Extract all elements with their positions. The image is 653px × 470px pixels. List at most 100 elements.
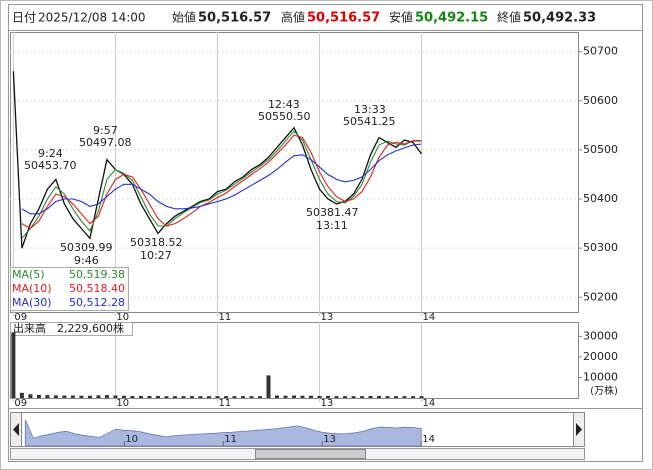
volume-bar <box>70 395 75 398</box>
volume-bar <box>377 395 382 398</box>
legend-name: MA(5) <box>12 268 45 281</box>
close-value: 50,492.33 <box>523 11 596 26</box>
volume-bar <box>394 396 399 398</box>
volume-bar <box>249 396 254 398</box>
volume-bar <box>292 395 296 398</box>
low-value: 50,492.15 <box>415 11 488 26</box>
annotation-price: 50453.70 <box>24 159 77 172</box>
y-tick-label: 50500 <box>583 143 618 156</box>
volume-bar <box>79 395 84 398</box>
volume-bar <box>402 396 407 398</box>
volume-bar <box>87 395 92 398</box>
volume-bar <box>257 396 262 398</box>
x-tick-label: 13 <box>321 398 334 409</box>
volume-bar <box>223 396 228 398</box>
volume-bar <box>164 396 169 398</box>
nav-left-arrow <box>13 423 19 436</box>
volume-bar <box>368 395 373 398</box>
annotation-time: 9:57 <box>93 124 118 137</box>
annotation-time: 13:33 <box>354 103 386 116</box>
annotation-time: 12:43 <box>268 98 300 111</box>
price-plot <box>10 32 579 313</box>
high-label: 高値 <box>281 10 305 25</box>
annotation-time: 10:27 <box>140 249 172 262</box>
volume-bar <box>300 395 305 398</box>
annotation-time: 13:11 <box>316 219 348 232</box>
x-tick-label: 13 <box>323 434 336 445</box>
open-value: 50,516.57 <box>198 11 271 26</box>
volume-bar <box>385 396 390 398</box>
x-tick-label: 11 <box>224 434 237 445</box>
close-label: 終値 <box>497 10 521 25</box>
volume-plot <box>10 322 579 399</box>
date-label: 日付 <box>12 11 36 25</box>
volume-bar <box>96 395 101 398</box>
volume-bar <box>155 395 160 398</box>
price-line <box>21 134 422 230</box>
annotation-price: 50381.47 <box>306 206 359 219</box>
volume-bar <box>53 395 58 398</box>
legend-name: MA(30) <box>12 296 52 309</box>
x-tick-label: 09 <box>14 312 27 323</box>
y-tick-label: 50200 <box>583 290 618 303</box>
legend-value: 50,519.38 <box>69 268 125 281</box>
x-tick-label: 10 <box>125 434 138 445</box>
volume-bar <box>232 396 237 398</box>
x-tick-label: 14 <box>423 312 436 323</box>
legend-value: 50,518.40 <box>69 282 125 295</box>
price-line <box>12 71 423 249</box>
y-tick-label: 30000 <box>583 329 618 342</box>
volume-bar <box>11 332 16 398</box>
x-tick-label: 10 <box>116 398 129 409</box>
x-tick-label: 14 <box>423 398 436 409</box>
open-label: 始値 <box>172 10 196 25</box>
y-tick-label: 50600 <box>583 94 618 107</box>
volume-legend <box>10 322 133 336</box>
volume-bar <box>334 396 339 398</box>
volume-bar <box>45 395 50 398</box>
price-line <box>21 143 422 215</box>
y-tick-label: 20000 <box>583 350 618 363</box>
annotation-time: 9:46 <box>74 254 99 267</box>
volume-bar <box>274 395 279 398</box>
scroll-thumb[interactable] <box>255 449 366 459</box>
low-label: 安値 <box>389 10 413 25</box>
x-tick-label: 11 <box>218 312 231 323</box>
volume-bar <box>326 395 331 398</box>
legend-value: 50,512.28 <box>69 296 125 309</box>
navigator-area <box>24 419 422 447</box>
x-tick-label: 13 <box>321 312 334 323</box>
annotation-price: 50550.50 <box>258 110 311 123</box>
volume-bar <box>172 396 177 398</box>
volume-bar <box>181 396 186 398</box>
volume-bar <box>343 396 348 398</box>
volume-bar <box>317 395 322 398</box>
volume-bar <box>309 395 314 398</box>
legend-name: MA(10) <box>12 282 52 295</box>
volume-bar <box>36 394 41 398</box>
y-tick-label: 50300 <box>583 241 618 254</box>
x-tick-label: 09 <box>14 398 27 409</box>
annotation-price: 50309.99 <box>60 241 113 254</box>
volume-bar <box>121 395 126 398</box>
volume-bar <box>206 396 211 398</box>
volume-bar <box>189 396 194 398</box>
volume-title: 出来高 <box>13 321 46 335</box>
annotation-price: 50497.08 <box>79 136 132 149</box>
x-tick-label: 11 <box>218 398 231 409</box>
high-value: 50,516.57 <box>307 11 380 26</box>
panel-frame <box>8 4 643 462</box>
volume-bar <box>419 396 424 398</box>
price-line <box>21 130 422 239</box>
volume-bar <box>266 375 271 398</box>
volume-bar <box>28 394 33 398</box>
x-tick-label: 14 <box>422 434 435 445</box>
volume-bar <box>19 392 24 398</box>
y-tick-label: 50700 <box>583 45 618 58</box>
volume-total: 2,229,600株 <box>57 321 124 335</box>
volume-bar <box>130 395 135 398</box>
volume-bar <box>138 395 143 398</box>
y-tick-label: 10000 <box>583 370 618 383</box>
volume-bar <box>283 395 288 398</box>
